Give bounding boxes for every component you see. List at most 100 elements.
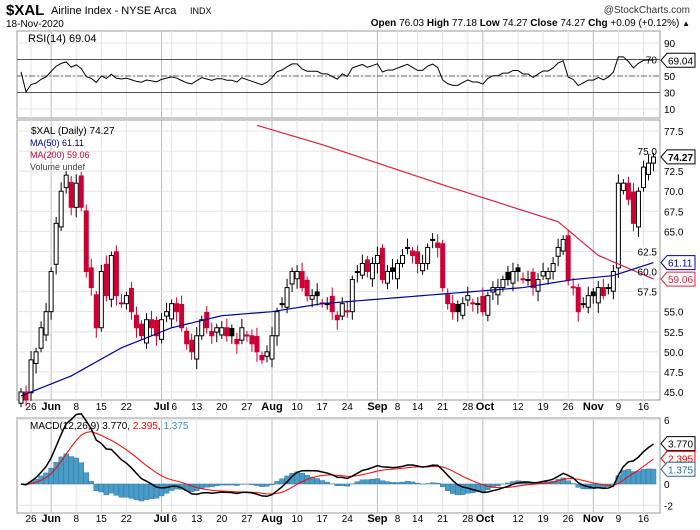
x-tick-label: 24 xyxy=(342,402,354,413)
candle-body xyxy=(239,327,245,341)
x-tick-label: 8 xyxy=(395,402,401,413)
candle-body xyxy=(18,391,24,404)
macd-histogram-bar xyxy=(128,483,135,499)
candle-body xyxy=(329,295,335,313)
candle-body xyxy=(359,262,365,276)
x-tick-label: 19 xyxy=(538,402,550,413)
candle-body xyxy=(189,339,195,353)
chg-value: +0.09 (+0.12%) xyxy=(610,18,680,29)
price-tick-label: 67.5 xyxy=(664,207,684,218)
candle-body xyxy=(354,271,360,274)
candle-body xyxy=(169,303,175,320)
macd-histogram-bar xyxy=(354,481,361,485)
candle-body xyxy=(53,222,59,265)
x-tick-label: 13 xyxy=(191,514,203,525)
macd-histogram-bar xyxy=(495,483,501,487)
candle-body xyxy=(284,287,290,308)
macd-histogram-bar xyxy=(113,483,120,496)
candle-body xyxy=(530,271,536,289)
candle-body xyxy=(154,320,160,337)
candle-body xyxy=(229,328,235,337)
macd-tick-label: 6 xyxy=(664,416,670,427)
x-tick-label: Jul xyxy=(154,401,170,413)
macd-histogram-bar xyxy=(650,468,657,485)
macd-histogram-bar xyxy=(103,483,110,496)
rsi-tick-label: 50 xyxy=(664,72,676,83)
symbol: $XAL xyxy=(6,2,45,19)
candle-body xyxy=(259,354,265,361)
candle-body xyxy=(646,162,651,175)
candle-body xyxy=(379,247,385,281)
macd-histogram-bar xyxy=(158,483,165,497)
exchange: INDX xyxy=(190,6,212,16)
candle-body xyxy=(500,279,506,289)
candle-body xyxy=(289,271,295,285)
macd-legend-signal: 2.395 xyxy=(133,421,158,432)
macd-histogram-bar xyxy=(279,478,285,485)
macd-histogram-bar xyxy=(254,483,260,486)
x-tick-label: 21 xyxy=(437,402,449,413)
macd-histogram-bar xyxy=(404,481,411,485)
x-tick-label: 26 xyxy=(25,402,37,413)
macd-histogram-bar xyxy=(209,483,215,488)
candle-body xyxy=(133,314,139,329)
macd-histogram-bar xyxy=(259,483,265,487)
x-tick-label: 20 xyxy=(216,514,228,525)
close-price-tag: 74.27 xyxy=(668,153,693,164)
volume-legend: Volume undef xyxy=(30,162,86,172)
price-tick-label: 52.5 xyxy=(664,328,684,339)
candle-body xyxy=(440,243,446,289)
high-label: High xyxy=(426,18,450,29)
ohlc-summary: Open 76.03 High 77.18 Low 74.27 Close 74… xyxy=(371,18,690,29)
candle-body xyxy=(435,242,441,248)
macd-legend: MACD(12,26,9) 3.770, 2.395, 1.375 xyxy=(30,421,189,432)
ma50-tag: 61.11 xyxy=(668,259,693,270)
macd-histogram-bar xyxy=(63,453,69,485)
x-tick-label: 16 xyxy=(638,402,650,413)
macd-histogram-bar xyxy=(374,478,381,485)
tick-label-background xyxy=(633,146,657,159)
candle-body xyxy=(309,295,315,300)
price-tick-label: 45.0 xyxy=(664,388,684,399)
macd-tag: 3.770 xyxy=(668,440,693,451)
macd-tick-label: 0 xyxy=(664,480,670,491)
candle-body xyxy=(43,311,49,336)
x-tick-label: Jun xyxy=(41,513,61,525)
macd-histogram-bar xyxy=(88,481,94,485)
candle-body xyxy=(93,294,99,329)
macd-histogram-bar xyxy=(635,470,642,485)
candle-body xyxy=(405,246,411,249)
price-tick-label: 60.0 xyxy=(638,268,658,279)
candle-body xyxy=(480,295,486,313)
rsi-tag-box xyxy=(660,52,696,68)
macd-histogram-bar xyxy=(334,483,340,486)
macd-histogram-bar xyxy=(445,483,451,491)
candle-body xyxy=(415,251,421,264)
x-tick-label: 14 xyxy=(412,402,424,413)
candle-body xyxy=(23,391,29,401)
candle-body xyxy=(279,303,285,306)
macd-histogram-bar xyxy=(123,483,130,498)
candle-body xyxy=(128,287,134,313)
x-tick-label: 9 xyxy=(616,402,622,413)
candle-body xyxy=(33,351,39,364)
candle-body xyxy=(144,319,149,344)
candle-body xyxy=(384,271,390,284)
price-legend: $XAL (Daily) 74.27 xyxy=(31,126,115,137)
x-tick-label: 12 xyxy=(512,514,524,525)
macd-histogram-bar xyxy=(214,483,220,487)
macd-histogram-bar xyxy=(409,481,416,485)
chart-date: 18-Nov-2020 xyxy=(6,19,64,30)
chg-label: Chg xyxy=(588,18,608,29)
candle-body xyxy=(374,254,380,264)
open-value: 76.03 xyxy=(399,18,425,29)
candle-body xyxy=(194,335,200,360)
x-tick-label: 17 xyxy=(317,402,329,413)
macd-histogram-bar xyxy=(505,482,511,485)
candle-body xyxy=(465,295,471,301)
macd-histogram-bar xyxy=(359,479,366,485)
candle-body xyxy=(299,271,305,289)
macd-histogram-bar xyxy=(314,478,320,485)
candle-body xyxy=(495,287,501,296)
